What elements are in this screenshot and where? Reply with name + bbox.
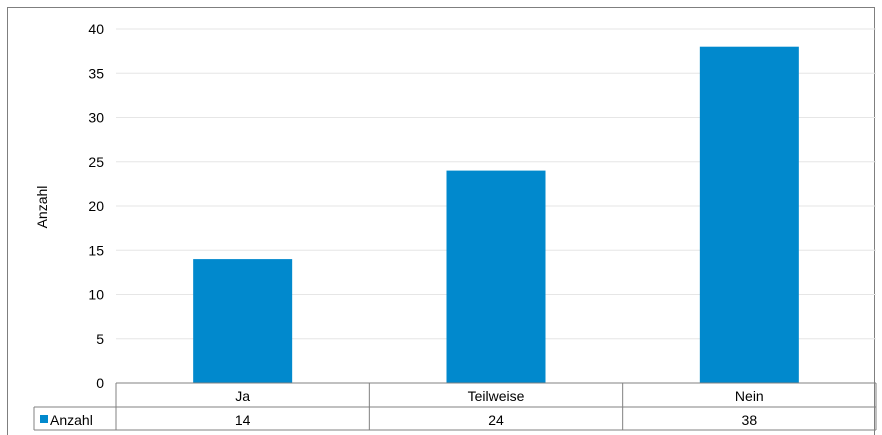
bar-nein	[699, 46, 799, 383]
x-category-label: Teilweise	[468, 388, 525, 404]
table-value: 14	[235, 412, 251, 428]
x-category-label: Ja	[235, 388, 250, 404]
chart-frame	[7, 7, 875, 435]
y-tick-label: 0	[96, 375, 104, 391]
y-tick-label: 20	[88, 198, 104, 214]
y-tick-label: 35	[88, 65, 104, 81]
table-value: 24	[488, 412, 504, 428]
y-tick-label: 15	[88, 242, 104, 258]
data-table: Ja 14 Teilweise 24 Nein 38 Anzahl	[33, 382, 877, 431]
y-tick-label: 5	[96, 331, 104, 347]
x-category-label: Nein	[735, 388, 764, 404]
legend-swatch	[40, 415, 48, 423]
y-tick-label: 10	[88, 287, 104, 303]
y-axis-label: Anzahl	[34, 186, 50, 229]
table-value: 38	[742, 412, 758, 428]
bar-ja	[193, 259, 293, 383]
bar-teilweise	[446, 170, 546, 383]
y-tick-label: 25	[88, 154, 104, 170]
bars	[193, 46, 799, 383]
legend-label: Anzahl	[50, 412, 93, 428]
y-axis-ticks: 0 5 10 15 20 25 30 35 40	[88, 21, 104, 391]
y-tick-label: 30	[88, 110, 104, 126]
y-tick-label: 40	[88, 21, 104, 37]
